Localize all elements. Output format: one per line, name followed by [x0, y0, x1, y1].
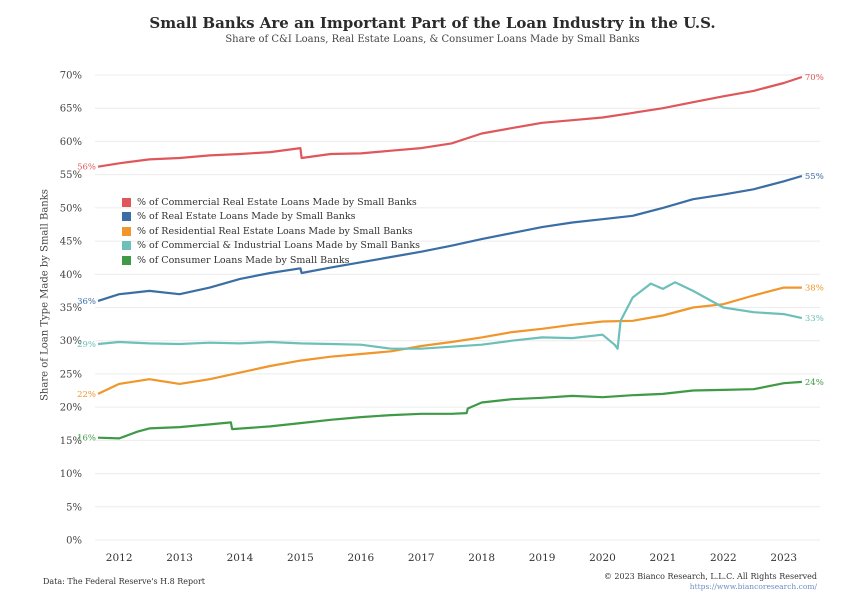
end-label-5: 24%	[805, 378, 824, 388]
series-line-2	[97, 174, 803, 302]
y-tick-label: 0%	[66, 536, 82, 547]
chart-title: Small Banks Are an Important Part of the…	[149, 14, 716, 32]
y-tick-label: 60%	[60, 137, 82, 148]
series-line-1	[97, 75, 803, 168]
legend-item: % of Residential Real Estate Loans Made …	[122, 224, 420, 239]
legend-swatch	[122, 226, 131, 236]
endpoint-labels: 56% 70% 36% 55% 22% 38% 29% 33% 16% 24%	[77, 73, 824, 444]
chart-subtitle: Share of C&I Loans, Real Estate Loans, &…	[225, 34, 640, 45]
legend-swatch	[122, 212, 131, 222]
y-tick-label: 10%	[60, 469, 82, 480]
y-axis-ticks: 0% 5% 10% 15% 20% 25% 30% 35% 40% 45% 50% 55% 60% 65%…	[60, 71, 82, 547]
series-line-3	[97, 286, 802, 395]
x-tick-label: 2022	[710, 552, 737, 564]
y-tick-label: 65%	[60, 104, 82, 115]
legend-swatch	[122, 241, 131, 251]
gridlines	[95, 74, 820, 541]
y-tick-label: 50%	[60, 203, 82, 214]
legend-label: % of Residential Real Estate Loans Made …	[137, 225, 413, 237]
y-tick-label: 15%	[60, 436, 82, 447]
y-tick-label: 35%	[60, 303, 82, 314]
legend-label: % of Consumer Loans Made by Small Banks	[137, 254, 350, 266]
y-tick-label: 40%	[60, 270, 82, 281]
legend-swatch	[122, 197, 131, 207]
start-label-1: 56%	[77, 163, 96, 173]
legend-item: % of Commercial & Industrial Loans Made …	[122, 239, 420, 254]
legend-label: % of Commercial & Industrial Loans Made …	[137, 240, 421, 252]
x-tick-label: 2014	[227, 552, 254, 564]
end-label-3: 38%	[805, 284, 824, 294]
legend: % of Commercial Real Estate Loans Made b…	[122, 195, 420, 268]
x-tick-label: 2015	[287, 552, 314, 564]
copyright-text: © 2023 Bianco Research, L.L.C. All Right…	[603, 572, 817, 581]
copyright-block: © 2023 Bianco Research, L.L.C. All Right…	[604, 572, 817, 592]
legend-swatch	[122, 255, 131, 265]
source-url-link[interactable]: https://www.biancoresearch.com/	[689, 582, 817, 591]
source-note: Data: The Federal Reserve's H.8 Report	[43, 577, 205, 586]
x-tick-label: 2016	[347, 552, 374, 564]
legend-item: % of Real Estate Loans Made by Small Ban…	[122, 210, 420, 225]
legend-item: % of Consumer Loans Made by Small Banks	[122, 253, 420, 268]
x-tick-label: 2013	[166, 552, 193, 564]
legend-label: % of Commercial Real Estate Loans Made b…	[137, 196, 417, 208]
start-label-2: 36%	[77, 297, 96, 307]
x-tick-label: 2020	[589, 552, 616, 564]
y-tick-label: 20%	[60, 403, 82, 414]
series-line-5	[97, 380, 802, 440]
y-tick-label: 70%	[60, 71, 82, 82]
start-label-3: 22%	[77, 390, 96, 400]
x-tick-label: 2023	[770, 552, 797, 564]
x-tick-label: 2019	[529, 552, 556, 564]
end-label-1: 70%	[805, 73, 824, 83]
x-axis-ticks: 2012 2013 2014 2015 2016 2017 2018 2019 2020 2021…	[106, 552, 797, 564]
x-tick-label: 2017	[408, 552, 435, 564]
y-tick-label: 25%	[60, 369, 82, 380]
x-tick-label: 2021	[650, 552, 677, 564]
series-line-4	[97, 281, 803, 350]
y-tick-label: 55%	[60, 170, 82, 181]
end-label-4: 33%	[805, 314, 824, 324]
start-label-5: 16%	[77, 434, 96, 444]
start-label-4: 29%	[77, 340, 96, 350]
y-tick-label: 5%	[66, 502, 82, 513]
end-label-2: 55%	[805, 172, 824, 182]
legend-item: % of Commercial Real Estate Loans Made b…	[122, 195, 420, 210]
x-tick-label: 2018	[468, 552, 495, 564]
series-lines	[97, 75, 803, 440]
x-tick-label: 2012	[106, 552, 133, 564]
legend-label: % of Real Estate Loans Made by Small Ban…	[137, 211, 356, 223]
y-tick-label: 30%	[60, 336, 82, 347]
y-tick-label: 45%	[60, 237, 82, 248]
